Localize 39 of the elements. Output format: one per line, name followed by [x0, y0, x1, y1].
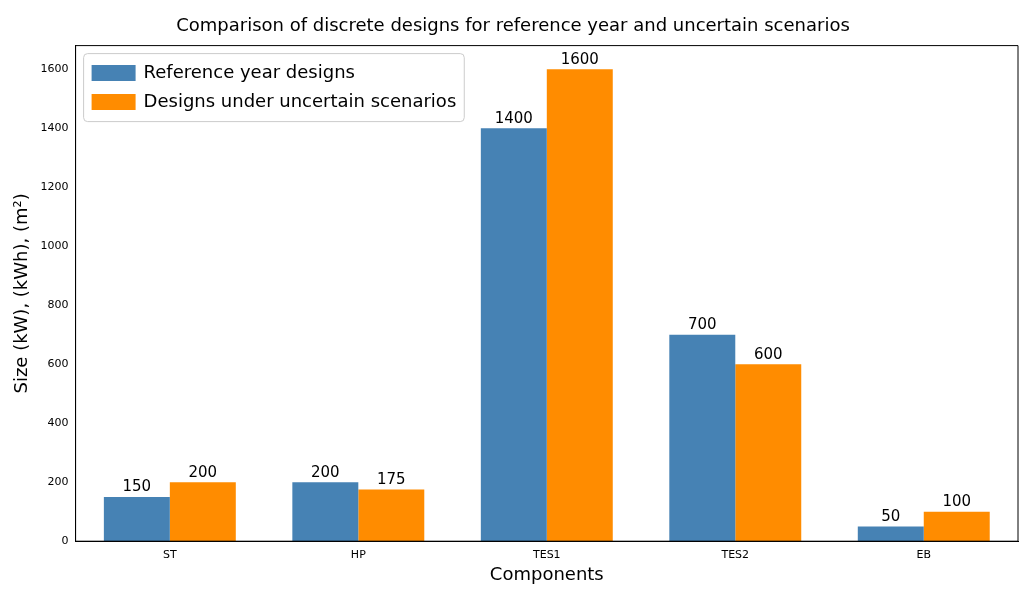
x-tick-label: ST	[162, 547, 177, 561]
y-tick-label: 800	[47, 298, 69, 312]
data-label: 175	[376, 469, 406, 488]
bar	[103, 496, 170, 542]
data-label: 1600	[560, 49, 599, 68]
bar	[669, 334, 736, 542]
x-tick-label: TES2	[720, 547, 750, 561]
x-tick-label: TES1	[531, 547, 561, 561]
y-tick-label: 1400	[40, 121, 69, 135]
chart-title: Comparison of discrete designs for reference year and uncertain scenarios	[176, 14, 850, 36]
y-tick-label: 1200	[40, 180, 69, 194]
data-label: 1400	[494, 108, 533, 127]
data-label: 150	[122, 477, 152, 496]
x-axis-title: Components	[489, 562, 604, 584]
data-label: 700	[687, 315, 717, 334]
bar	[923, 511, 990, 542]
bar	[480, 128, 547, 542]
x-tick-label: HP	[350, 547, 367, 561]
legend-label: Reference year designs	[143, 60, 355, 82]
y-tick-label: 400	[47, 416, 69, 430]
data-label: 200	[188, 462, 218, 481]
y-axis-title: Size (kW), (kWh), (m²)	[10, 193, 32, 394]
data-label: 50	[881, 506, 901, 525]
bar	[857, 526, 924, 542]
y-tick-label: 600	[47, 357, 69, 371]
y-tick-label: 200	[47, 475, 69, 489]
data-label: 600	[753, 344, 783, 363]
y-tick-label: 1000	[40, 239, 69, 253]
y-tick-label: 1600	[40, 62, 69, 76]
bar	[358, 489, 425, 542]
bar	[169, 482, 236, 542]
bar	[735, 364, 802, 542]
bar	[292, 482, 359, 542]
bar	[546, 69, 613, 542]
data-label: 200	[311, 462, 340, 481]
y-tick-label: 0	[61, 534, 69, 548]
data-label: 100	[942, 492, 972, 511]
x-tick-label: EB	[916, 547, 932, 561]
legend-label: Designs under uncertain scenarios	[143, 89, 457, 111]
